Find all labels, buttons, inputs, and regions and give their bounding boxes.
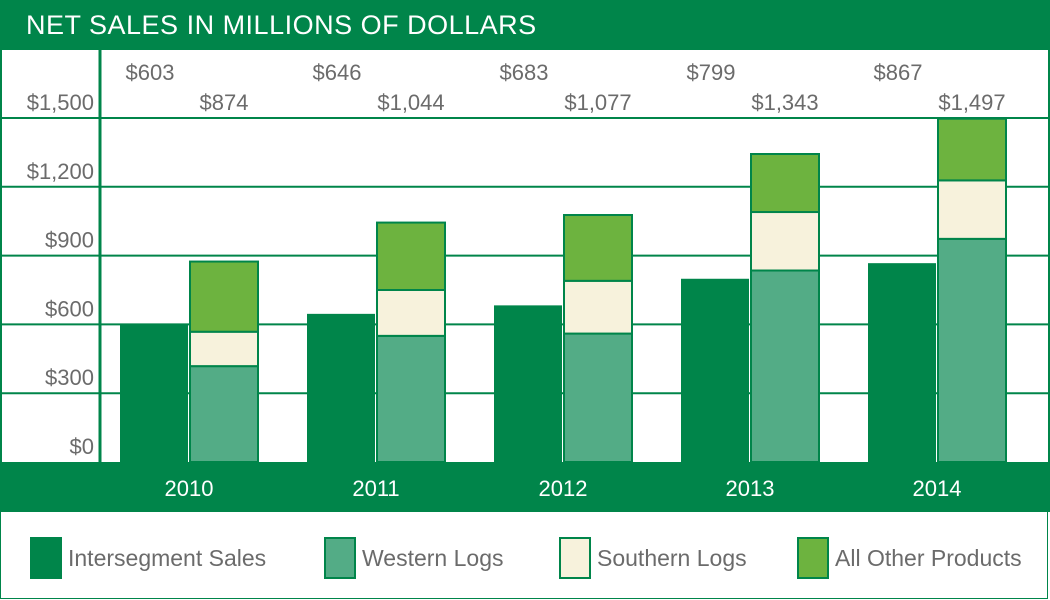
y-tick-label: $600	[45, 296, 94, 321]
bar-western-logs	[563, 332, 633, 463]
data-label-intersegment: $867	[874, 60, 923, 85]
bar-intersegment-sales	[681, 278, 749, 462]
x-axis-band	[0, 462, 1050, 512]
bar-all-other-products	[189, 260, 259, 333]
bar-all-other-products	[563, 214, 633, 282]
y-tick-label: $1,500	[27, 90, 94, 115]
bar-intersegment-sales	[120, 323, 188, 462]
data-label-intersegment: $683	[500, 60, 549, 85]
x-tick-label: 2013	[726, 476, 775, 501]
bar-southern-logs	[376, 289, 446, 337]
x-tick-label: 2010	[165, 476, 214, 501]
data-label-total: $1,497	[938, 90, 1005, 115]
legend-box	[0, 512, 1048, 599]
data-label-total: $874	[200, 90, 249, 115]
bar-southern-logs	[189, 330, 259, 368]
legend-swatch-southern-logs	[559, 537, 591, 579]
bar-western-logs	[189, 365, 259, 464]
y-tick-label: $900	[45, 228, 94, 253]
data-label-intersegment: $799	[687, 60, 736, 85]
legend-item-western-logs: Western Logs	[324, 536, 503, 580]
data-label-total: $1,343	[751, 90, 818, 115]
legend-swatch-all-other-products	[797, 537, 829, 579]
bar-intersegment-sales	[307, 313, 375, 462]
y-tick-label: $0	[70, 434, 94, 459]
chart-title: NET SALES IN MILLIONS OF DOLLARS	[26, 10, 537, 40]
bar-southern-logs	[937, 179, 1007, 240]
bar-southern-logs	[563, 279, 633, 335]
bar-western-logs	[750, 269, 820, 463]
title-bar: NET SALES IN MILLIONS OF DOLLARS	[0, 0, 1050, 50]
legend-label: Western Logs	[362, 544, 504, 571]
data-label-total: $1,077	[564, 90, 631, 115]
legend-label: All Other Products	[835, 544, 1022, 571]
bar-intersegment-sales	[868, 263, 936, 462]
x-tick-label: 2014	[913, 476, 962, 501]
bar-all-other-products	[937, 117, 1007, 182]
bar-intersegment-sales	[494, 305, 562, 462]
legend-label: Intersegment Sales	[68, 544, 267, 571]
legend-label: Southern Logs	[597, 544, 747, 571]
x-tick-label: 2011	[352, 476, 399, 501]
legend-item-intersegment-sales: Intersegment Sales	[30, 536, 266, 580]
bar-southern-logs	[750, 211, 820, 272]
data-label-total: $1,044	[377, 90, 444, 115]
legend-item-all-other-products: All Other Products	[797, 536, 1022, 580]
bar-western-logs	[376, 334, 446, 463]
bar-all-other-products	[376, 221, 446, 292]
y-tick-label: $1,200	[27, 159, 94, 184]
bar-western-logs	[937, 237, 1007, 463]
bar-all-other-products	[750, 153, 820, 214]
data-label-intersegment: $646	[313, 60, 362, 85]
x-tick-label: 2012	[539, 476, 588, 501]
data-label-intersegment: $603	[126, 60, 175, 85]
legend-item-southern-logs: Southern Logs	[559, 536, 747, 580]
legend-swatch-western-logs	[324, 537, 356, 579]
legend-swatch-intersegment-sales	[30, 537, 62, 579]
y-tick-label: $300	[45, 365, 94, 390]
